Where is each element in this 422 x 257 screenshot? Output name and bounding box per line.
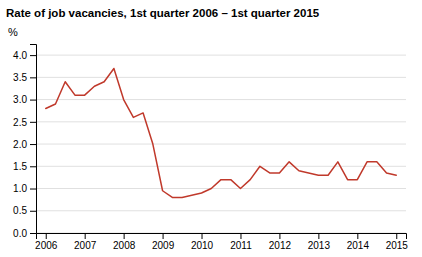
y-tick-mark <box>30 144 36 145</box>
y-tick: 3.5 <box>13 72 36 83</box>
grid-line <box>36 99 406 100</box>
x-tick: 2012 <box>269 233 292 251</box>
x-tick-label: 2012 <box>269 240 292 251</box>
x-tick-mark <box>279 233 280 239</box>
x-tick-label: 2009 <box>152 240 175 251</box>
y-tick: 1.5 <box>13 161 36 172</box>
y-tick-label: 4.0 <box>13 50 27 61</box>
y-tick-mark <box>30 233 36 234</box>
grid-line <box>36 166 406 167</box>
x-tick-mark <box>396 233 397 239</box>
x-tick: 2013 <box>308 233 331 251</box>
y-tick-label: 3.5 <box>13 72 27 83</box>
x-tick-label: 2006 <box>35 240 58 251</box>
x-tick-label: 2011 <box>230 240 252 251</box>
x-tick-mark <box>318 233 319 239</box>
y-tick-label: 1.0 <box>13 183 27 194</box>
x-tick-label: 2007 <box>74 240 97 251</box>
grid-line <box>36 210 406 211</box>
title: Rate of job vacancies, 1st quarter 2006 … <box>6 7 320 19</box>
x-tick-label: 2015 <box>386 240 409 251</box>
y-tick-mark <box>30 211 36 212</box>
x-tick-mark <box>202 233 203 239</box>
y-tick: 2.5 <box>13 117 36 128</box>
y-tick: 3.0 <box>13 94 36 105</box>
grid-line <box>36 144 406 145</box>
y-tick-label: 1.5 <box>13 161 27 172</box>
x-tick-label: 2013 <box>308 240 331 251</box>
y-axis: 0.0 0.5 1.0 1.5 2.0 2.5 3.0 3.5 4.0 <box>13 45 36 239</box>
marks <box>46 68 397 197</box>
x-tick-mark <box>46 233 47 239</box>
line <box>46 68 397 197</box>
y-grid <box>36 55 406 233</box>
x-tick-mark <box>85 233 86 239</box>
y-tick: 1.0 <box>13 183 36 194</box>
grid-line <box>36 188 406 189</box>
y-tick-mark <box>30 77 36 78</box>
x-tick-mark <box>163 233 164 239</box>
y-tick: 0.0 <box>13 228 36 239</box>
y-tick-label: 2.0 <box>13 139 27 150</box>
y-tick-mark <box>30 55 36 56</box>
y-tick-label: 3.0 <box>13 94 27 105</box>
y-tick-mark <box>30 100 36 101</box>
y-tick: 2.0 <box>13 139 36 150</box>
x-axis: 2006 2007 2008 2009 2010 2011 2012 2013 2014 2015 <box>35 233 408 251</box>
y-axis-line <box>30 45 37 234</box>
chart: 2006 2007 2008 2009 2010 2011 2012 2013 2014 2015… <box>0 0 422 257</box>
y-tick-mark <box>30 166 36 167</box>
x-tick: 2009 <box>152 233 175 251</box>
y-tick: 4.0 <box>13 50 36 61</box>
x-tick: 2006 <box>35 233 58 251</box>
x-tick: 2015 <box>386 233 409 251</box>
x-tick-label: 2010 <box>191 240 214 251</box>
x-tick: 2014 <box>347 233 370 251</box>
grid-line <box>36 55 406 56</box>
y-axis-label: % <box>8 26 18 38</box>
plot: 2006 2007 2008 2009 2010 2011 2012 2013 2014 2015… <box>8 26 408 251</box>
x-tick: 2008 <box>113 233 136 251</box>
x-tick-mark <box>124 233 125 239</box>
x-tick-mark <box>240 233 241 239</box>
y-tick: 0.5 <box>13 205 36 216</box>
y-tick-label: 0.0 <box>13 228 27 239</box>
grid-line <box>36 77 406 78</box>
x-tick-label: 2014 <box>347 240 370 251</box>
x-tick-label: 2008 <box>113 240 136 251</box>
grid-line <box>36 121 406 122</box>
y-tick-mark <box>30 122 36 123</box>
x-tick: 2011 <box>230 233 252 251</box>
y-tick-mark <box>30 189 36 190</box>
y-tick-label: 0.5 <box>13 205 27 216</box>
x-tick: 2007 <box>74 233 97 251</box>
x-axis-line <box>37 234 407 240</box>
y-tick-label: 2.5 <box>13 117 27 128</box>
x-tick-mark <box>357 233 358 239</box>
x-tick: 2010 <box>191 233 214 251</box>
